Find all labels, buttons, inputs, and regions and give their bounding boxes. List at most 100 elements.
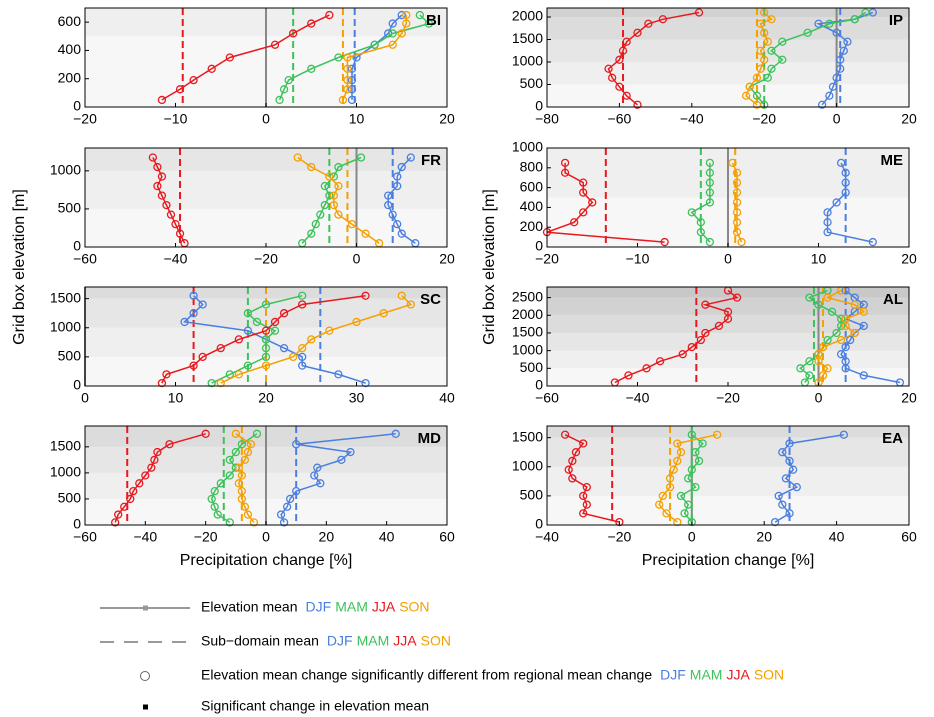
profile-point (384, 191, 393, 200)
profile-point (774, 491, 783, 501)
x-tick-label: −20 (194, 529, 218, 545)
profile-point (225, 471, 234, 480)
profile-point (237, 440, 247, 449)
legend-square (143, 704, 148, 710)
profile-point (763, 73, 772, 82)
y-tick-label: 500 (58, 348, 82, 364)
profile-point (732, 168, 742, 177)
profile-point (243, 326, 253, 335)
profile-point (313, 463, 322, 472)
profile-point (781, 474, 791, 483)
profile-line (840, 289, 901, 384)
profile-point (166, 210, 176, 219)
profile-point (316, 479, 325, 488)
profile-point (582, 500, 591, 509)
profile-point (162, 200, 171, 210)
profile-point (615, 82, 624, 91)
profile-point (832, 28, 841, 37)
profile-point (135, 479, 144, 488)
profile-line (817, 289, 866, 383)
profile-point (823, 364, 832, 373)
elevation-band (547, 495, 909, 525)
profile-point (393, 220, 402, 229)
profile-point (293, 153, 302, 162)
x-tick-label: −20 (535, 251, 559, 267)
profile-point (665, 474, 675, 483)
profile-point (391, 429, 400, 438)
y-tick-label: 1000 (50, 464, 81, 480)
profile-point (252, 317, 262, 327)
y-tick-label: 0 (535, 377, 543, 393)
x-tick-label: −40 (164, 251, 188, 267)
profile-point (850, 15, 859, 24)
profile-point (216, 343, 225, 353)
profile-point (237, 471, 247, 480)
profile-point (153, 181, 162, 191)
profile-point (676, 448, 686, 457)
profile-point (352, 53, 361, 62)
profile-point (189, 309, 198, 318)
panel-title: AL (883, 291, 903, 308)
profile-point (325, 172, 334, 181)
profile-point (234, 479, 244, 488)
x-tick-label: −20 (752, 111, 776, 127)
panel-title: EA (882, 430, 903, 447)
profile-point (691, 448, 700, 457)
panel: 0 500 1000 1500 −40 −20 0 20 40 60 EA (512, 425, 917, 545)
profile-point (298, 361, 307, 370)
profile-line (301, 156, 362, 244)
profile-point (694, 456, 704, 466)
x-tick-label: 10 (349, 111, 365, 127)
profile-point (752, 100, 762, 109)
y-axis-label: Grid box elevation [m] (481, 189, 498, 345)
profile-point (201, 429, 210, 438)
profile-point (210, 502, 219, 511)
profile-line (114, 433, 206, 523)
profile-point (388, 19, 397, 28)
profile-point (615, 517, 624, 527)
profile-point (732, 208, 742, 217)
profile-point (189, 361, 198, 370)
plot-frame (546, 7, 910, 108)
profile-point (696, 227, 705, 237)
profile-point (785, 439, 794, 448)
profile-point (579, 491, 588, 501)
elevation-band (547, 62, 909, 85)
plot-frame (546, 286, 910, 387)
elevation-band (85, 170, 447, 209)
panel-title: BI (426, 12, 441, 29)
profile-point (785, 509, 794, 518)
elevation-band (547, 39, 909, 62)
profile-point (732, 178, 742, 187)
profile-point (210, 486, 219, 496)
profile-point (836, 314, 846, 323)
profile-point (770, 517, 780, 527)
profile-point (696, 218, 705, 227)
profile-point (814, 19, 823, 28)
profile-point (189, 291, 198, 300)
profile-point (805, 371, 814, 380)
profile-point (225, 370, 234, 379)
x-tick-label: −10 (164, 111, 188, 127)
y-tick-label: 2000 (512, 306, 543, 322)
profile-point (660, 237, 669, 247)
profile-point (868, 237, 877, 247)
profile-point (279, 518, 289, 527)
profile-point (705, 178, 715, 187)
profile-point (673, 439, 682, 448)
profile-point (705, 158, 715, 168)
legend-label: Elevation mean change significantly diff… (201, 667, 652, 683)
x-tick-label: 20 (258, 390, 274, 406)
profile-point (669, 465, 678, 474)
y-tick-label: 1500 (512, 324, 543, 340)
profile-point (805, 293, 814, 302)
profile-point (261, 361, 271, 370)
y-tick-label: 0 (73, 238, 81, 254)
profile-point (633, 28, 642, 37)
legend-circle (140, 671, 150, 681)
profile-point (687, 517, 696, 527)
profile-point (397, 10, 406, 20)
profile-point (658, 491, 667, 501)
profile-point (225, 53, 234, 62)
